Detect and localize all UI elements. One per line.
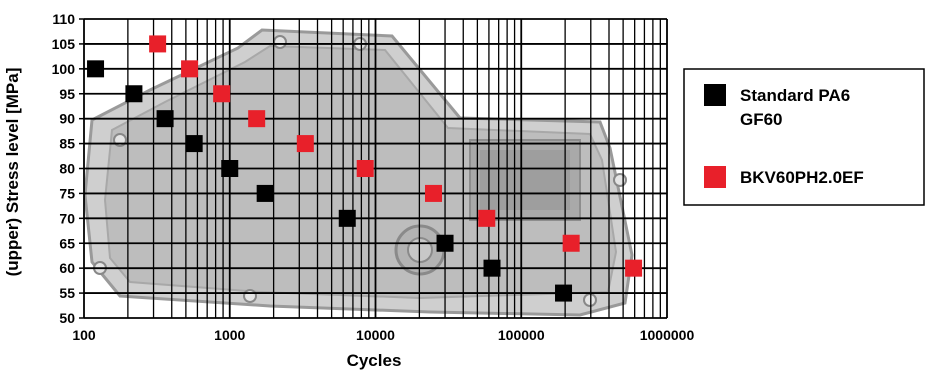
legend-swatch-standard bbox=[704, 84, 726, 106]
marker-bkv60 bbox=[296, 135, 314, 153]
y-tick-label: 80 bbox=[59, 161, 75, 177]
legend-label-standard-line2: GF60 bbox=[740, 110, 783, 129]
marker-standard-pa6 bbox=[436, 234, 454, 252]
marker-bkv60 bbox=[625, 259, 643, 277]
y-tick-label: 85 bbox=[59, 136, 75, 152]
y-tick-label: 60 bbox=[59, 260, 75, 276]
y-tick-label: 75 bbox=[59, 185, 75, 201]
marker-standard-pa6 bbox=[555, 284, 573, 302]
marker-standard-pa6 bbox=[125, 85, 143, 103]
y-tick-label: 110 bbox=[52, 11, 75, 27]
y-tick-label: 90 bbox=[59, 111, 75, 127]
y-tick-label: 70 bbox=[59, 210, 75, 226]
legend-label-standard-line1: Standard PA6 bbox=[740, 86, 850, 105]
marker-standard-pa6 bbox=[156, 110, 174, 128]
y-tick-label: 50 bbox=[59, 310, 75, 326]
x-tick-label: 100000 bbox=[498, 327, 545, 343]
x-tick-label: 1000 bbox=[214, 327, 245, 343]
legend-label-bkv: BKV60PH2.0EF bbox=[740, 168, 864, 187]
x-axis-title: Cycles bbox=[347, 351, 402, 370]
y-axis-title: (upper) Stress level [MPa] bbox=[3, 68, 22, 277]
marker-bkv60 bbox=[424, 184, 442, 202]
legend: Standard PA6 GF60 BKV60PH2.0EF bbox=[683, 68, 925, 206]
marker-bkv60 bbox=[149, 35, 167, 53]
marker-standard-pa6 bbox=[256, 184, 274, 202]
marker-standard-pa6 bbox=[185, 135, 203, 153]
y-tick-label: 95 bbox=[59, 86, 75, 102]
marker-standard-pa6 bbox=[87, 60, 105, 78]
x-axis-ticks: 100 1000 10000 100000 1000000 bbox=[72, 327, 694, 343]
marker-bkv60 bbox=[181, 60, 199, 78]
data-markers bbox=[87, 35, 643, 302]
marker-bkv60 bbox=[562, 234, 580, 252]
legend-swatch-bkv bbox=[704, 166, 726, 188]
x-tick-label: 10000 bbox=[356, 327, 395, 343]
y-axis-ticks: 50 55 60 65 70 75 80 85 90 95 100 105 110 bbox=[52, 11, 76, 326]
y-tick-label: 65 bbox=[59, 235, 75, 251]
marker-bkv60 bbox=[356, 160, 374, 177]
y-tick-label: 55 bbox=[59, 285, 75, 301]
y-tick-label: 105 bbox=[52, 36, 76, 52]
y-tick-label: 100 bbox=[52, 61, 76, 77]
marker-bkv60 bbox=[478, 209, 496, 227]
marker-bkv60 bbox=[248, 110, 266, 128]
x-tick-label: 100 bbox=[72, 327, 96, 343]
marker-standard-pa6 bbox=[221, 160, 239, 177]
marker-standard-pa6 bbox=[338, 209, 356, 227]
marker-standard-pa6 bbox=[483, 259, 501, 277]
x-tick-label: 1000000 bbox=[640, 327, 695, 343]
marker-bkv60 bbox=[213, 85, 231, 103]
